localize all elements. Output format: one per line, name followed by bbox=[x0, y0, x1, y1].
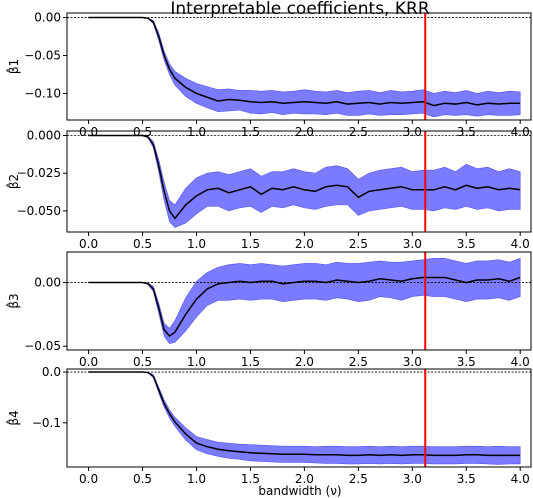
x-tick-label: 0.0 bbox=[79, 355, 98, 369]
x-tick-label: 1.5 bbox=[241, 125, 260, 139]
y-axis-label: β̂2 bbox=[5, 174, 21, 189]
subplot-1: 0.00 −0.05 −0.10 0.0 0.5 1.0 1.5 2.0 2.5 3.0 3.5 4.… bbox=[5, 11, 532, 139]
x-tick-label: 3.5 bbox=[457, 355, 476, 369]
mean-line bbox=[88, 371, 521, 457]
x-tick-label: 1.5 bbox=[241, 472, 260, 486]
x-axis-label: bandwidth (ν) bbox=[258, 484, 341, 498]
y-tick-label: −0.10 bbox=[24, 86, 61, 100]
plot-frame bbox=[66, 368, 532, 468]
x-tick-label: 0.5 bbox=[133, 237, 152, 251]
y-tick-label: −0.05 bbox=[24, 339, 61, 353]
confidence-band bbox=[88, 371, 521, 465]
x-tick-label: 0.5 bbox=[133, 125, 152, 139]
subplot-2: 0.000 −0.025 −0.050 0.0 0.5 1.0 1.5 2.0 2.5 3.0 3.… bbox=[5, 129, 532, 251]
confidence-band bbox=[88, 135, 521, 228]
plot-frame bbox=[66, 12, 532, 121]
y-tick-label: −0.025 bbox=[17, 166, 61, 180]
x-tick-label: 0.0 bbox=[79, 237, 98, 251]
x-tick-label: 1.5 bbox=[241, 237, 260, 251]
mean-line bbox=[88, 276, 521, 338]
y-tick-label: 0.00 bbox=[34, 11, 61, 25]
plot-frame bbox=[66, 251, 532, 351]
x-tick-label: 0.5 bbox=[133, 355, 152, 369]
x-tick-label: 4.0 bbox=[511, 355, 530, 369]
y-tick-label: 0.0 bbox=[42, 365, 61, 379]
y-axis-label: β̂1 bbox=[5, 59, 21, 74]
x-tick-label: 1.5 bbox=[241, 355, 260, 369]
mean-line bbox=[88, 16, 521, 107]
figure-title: Interpretable coefficients, KRR bbox=[170, 0, 429, 19]
confidence-band bbox=[88, 257, 521, 344]
y-tick-label: −0.05 bbox=[24, 48, 61, 62]
x-tick-label: 4.0 bbox=[511, 125, 530, 139]
x-tick-label: 1.0 bbox=[187, 125, 206, 139]
y-axis-label: β̂4 bbox=[5, 410, 21, 425]
x-tick-label: 0.0 bbox=[79, 125, 98, 139]
y-tick-label: 0.000 bbox=[27, 129, 61, 143]
y-tick-label: −0.1 bbox=[32, 416, 61, 430]
x-tick-label: 3.0 bbox=[403, 472, 422, 486]
x-tick-label: 3.0 bbox=[403, 355, 422, 369]
x-tick-label: 3.0 bbox=[403, 125, 422, 139]
x-tick-label: 1.0 bbox=[187, 237, 206, 251]
x-tick-label: 3.0 bbox=[403, 237, 422, 251]
plot-frame bbox=[66, 130, 532, 233]
x-tick-label: 4.0 bbox=[511, 237, 530, 251]
mean-line bbox=[88, 134, 521, 220]
x-tick-label: 3.5 bbox=[457, 125, 476, 139]
subplot-4: 0.0 −0.1 0.0 0.5 1.0 1.5 2.0 2.5 3.0 3.5 4.0 β̂4 bbox=[5, 365, 532, 486]
x-tick-label: 1.0 bbox=[187, 355, 206, 369]
y-tick-label: −0.050 bbox=[17, 204, 61, 218]
y-axis-label: β̂3 bbox=[5, 293, 21, 308]
x-tick-label: 2.5 bbox=[349, 125, 368, 139]
x-tick-label: 3.5 bbox=[457, 237, 476, 251]
x-tick-label: 2.0 bbox=[295, 472, 314, 486]
x-tick-label: 2.0 bbox=[295, 125, 314, 139]
subplot-3: 0.00 −0.05 0.0 0.5 1.0 1.5 2.0 2.5 3.0 3.5 4.0 β̂3 bbox=[5, 251, 532, 369]
subplot-stack: 0.00 −0.05 −0.10 0.0 0.5 1.0 1.5 2.0 2.5 3.0 3.5 4.… bbox=[5, 11, 532, 486]
x-tick-label: 2.5 bbox=[349, 355, 368, 369]
x-tick-label: 0.0 bbox=[79, 472, 98, 486]
x-tick-label: 0.5 bbox=[133, 472, 152, 486]
x-tick-label: 2.5 bbox=[349, 472, 368, 486]
x-tick-label: 3.5 bbox=[457, 472, 476, 486]
y-tick-label: 0.00 bbox=[34, 276, 61, 290]
x-tick-label: 1.0 bbox=[187, 472, 206, 486]
x-tick-label: 2.5 bbox=[349, 237, 368, 251]
x-tick-label: 4.0 bbox=[511, 472, 530, 486]
x-tick-label: 2.0 bbox=[295, 237, 314, 251]
x-tick-label: 2.0 bbox=[295, 355, 314, 369]
